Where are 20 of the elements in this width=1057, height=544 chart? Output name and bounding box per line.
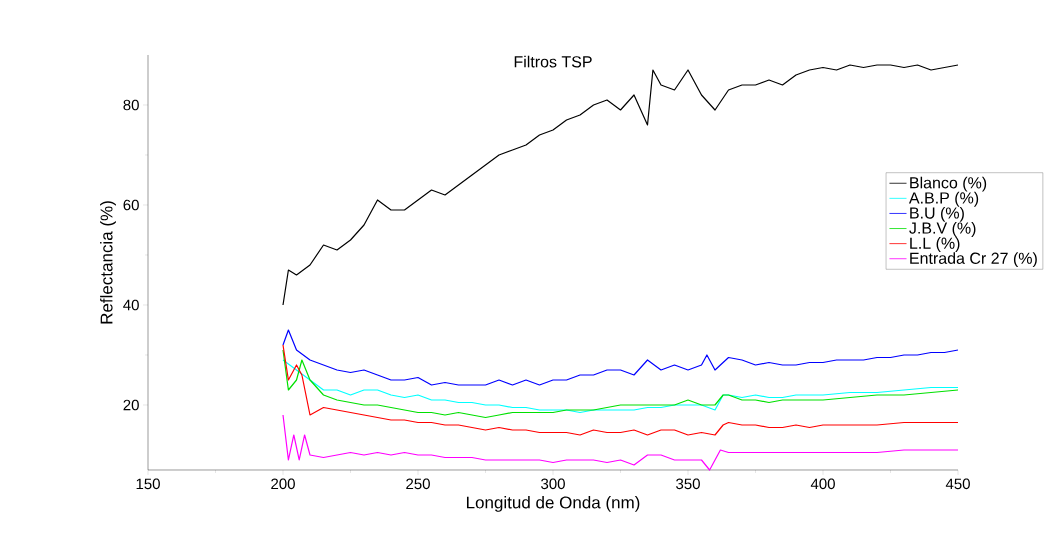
y-axis-title: Reflectancia (%) bbox=[100, 201, 116, 324]
x-tick-label: 350 bbox=[676, 478, 700, 490]
y-tick-label: 80 bbox=[123, 99, 139, 111]
legend-label: L.L (%) bbox=[910, 237, 960, 252]
y-tick-label: 40 bbox=[123, 299, 139, 311]
x-tick-label: 400 bbox=[810, 478, 835, 490]
x-tick-label: 450 bbox=[945, 478, 970, 490]
legend-label: B.U (%) bbox=[910, 206, 964, 222]
legend-label: A.B.P (%) bbox=[908, 191, 979, 207]
x-tick-label: 200 bbox=[271, 478, 295, 490]
x-tick-label: 150 bbox=[136, 478, 160, 490]
legend-label: Blanco (%) bbox=[910, 176, 987, 192]
x-axis-title: Longitud de Onda (nm) bbox=[466, 496, 640, 512]
legend-label: Entrada Cr 27 (%) bbox=[910, 252, 1037, 268]
x-tick-label: 300 bbox=[541, 478, 565, 490]
x-tick-label: 250 bbox=[406, 478, 430, 490]
chart-title: Filtros TSP bbox=[514, 55, 592, 68]
y-tick-label: 60 bbox=[123, 199, 139, 211]
legend-label: J.B.V (%) bbox=[909, 222, 976, 237]
y-tick-label: 20 bbox=[123, 399, 139, 411]
